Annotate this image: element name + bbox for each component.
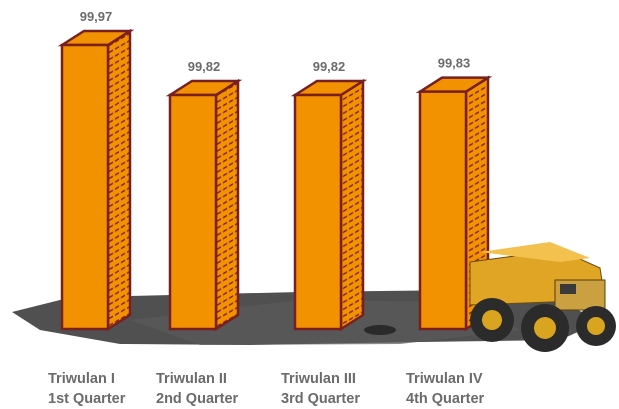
- category-label-en: 3rd Quarter: [281, 391, 360, 407]
- category-label: Triwulan II: [156, 371, 227, 387]
- bar: [293, 93, 343, 331]
- bar-side: [339, 78, 365, 332]
- category-label: Triwulan III: [281, 371, 356, 387]
- value-label: 99,83: [438, 56, 471, 71]
- bar: [168, 93, 218, 331]
- category-label: Triwulan IV: [406, 371, 483, 387]
- category-label: Triwulan I: [48, 371, 115, 387]
- value-label: 99,97: [80, 9, 113, 24]
- bar-side: [106, 28, 132, 332]
- value-label: 99,82: [313, 59, 346, 74]
- bar-side: [214, 78, 240, 332]
- value-label: 99,82: [188, 59, 221, 74]
- category-label-en: 2nd Quarter: [156, 391, 239, 407]
- category-label-en: 1st Quarter: [48, 391, 126, 407]
- bar: [60, 43, 110, 331]
- bars: [57, 28, 493, 332]
- bar: [418, 90, 468, 331]
- truck-illustration: [469, 242, 616, 352]
- category-label-en: 4th Quarter: [406, 391, 485, 407]
